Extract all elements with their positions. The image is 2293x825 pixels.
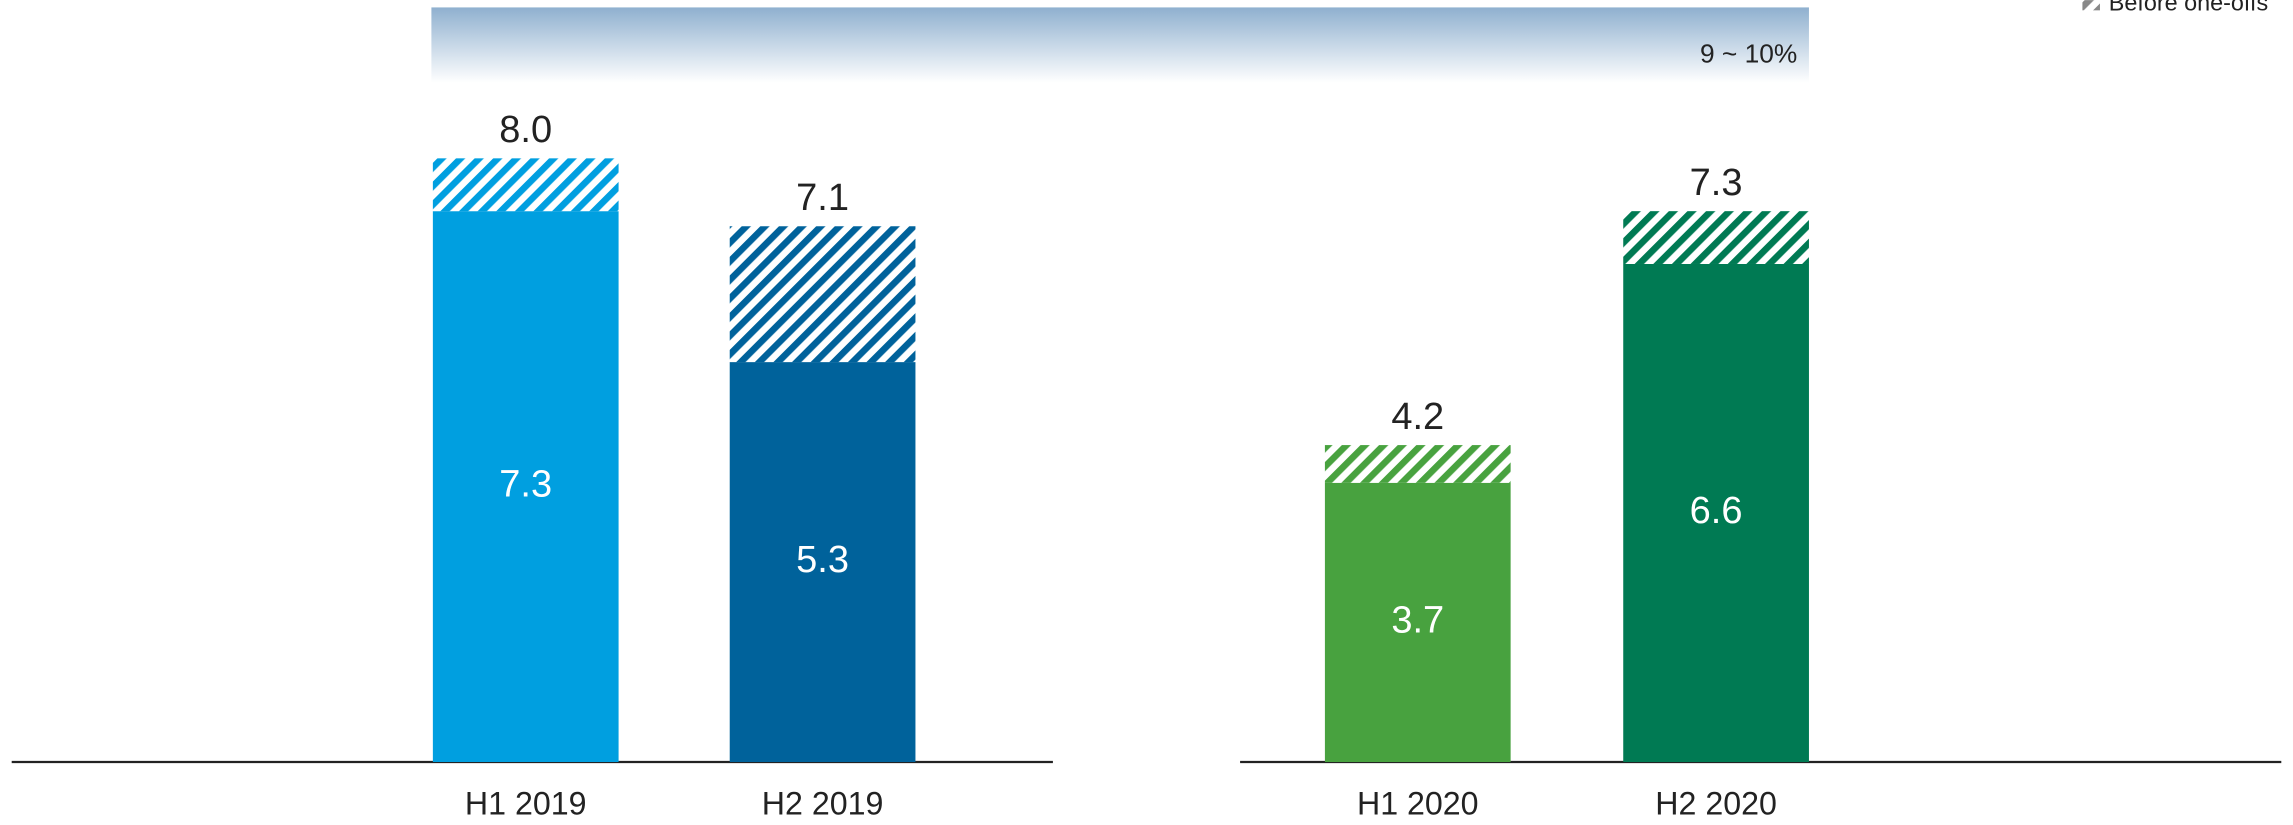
bar-segment-hatched [1623, 211, 1809, 264]
legend-label: Before one-offs [2109, 0, 2268, 16]
bar-value-label: 5.3 [796, 539, 849, 581]
bar-segment [1324, 482, 1511, 763]
x-tick-label: H2 2019 [762, 785, 884, 821]
bar-value-label: 3.7 [1391, 599, 1444, 641]
bar-segment [729, 362, 916, 763]
x-tick-label: H2 2020 [1655, 785, 1777, 821]
bar-value-label: 7.3 [499, 464, 552, 506]
bar-total-label: 8.0 [499, 109, 552, 151]
bar-total-label: 7.1 [796, 177, 849, 219]
target-band-label: 9 ~ 10% [1700, 38, 1797, 68]
x-tick-label: H1 2020 [1357, 785, 1479, 821]
bar-segment [1623, 263, 1809, 763]
x-tick-label: H1 2019 [465, 785, 587, 821]
bar-segment-hatched [1324, 445, 1511, 483]
bar-segment-hatched [432, 158, 619, 212]
legend-swatch [2082, 0, 2100, 11]
bar-total-label: 7.3 [1690, 162, 1743, 204]
target-band [431, 7, 1809, 83]
bar-value-label: 6.6 [1690, 490, 1743, 532]
bar-total-label: 4.2 [1391, 396, 1444, 438]
bar-segment-hatched [729, 226, 916, 363]
bar-segment [432, 211, 619, 763]
